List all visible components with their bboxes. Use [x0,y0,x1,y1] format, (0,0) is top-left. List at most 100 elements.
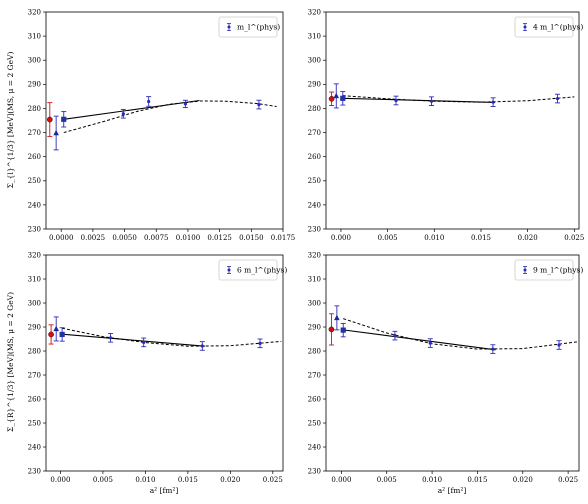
x-tick-label: 0.020 [518,234,538,242]
square-point [340,95,346,101]
x-axis-label-left: a² [fm²] [150,486,179,495]
y-tick-label: 260 [308,153,321,161]
chart-panel-4: 230 240 250 260 270 280 290 300 310 320 0.000 0.005… [308,251,584,484]
y-tick-label: 230 [308,225,321,233]
legend-box [514,259,574,281]
data-point [491,347,495,351]
y-tick-label: 260 [308,395,321,403]
data-point [491,100,495,104]
legend-marker [227,25,231,29]
y-tick-label: 250 [28,177,41,185]
legend: 4 m_l^(phys) [514,16,583,38]
legend-label: 9 m_l^(phys) [533,266,583,275]
y-tick-label: 280 [308,347,321,355]
data-point [183,102,188,106]
x-axis-label-right: a² [fm²] [438,486,467,495]
legend-label: 6 m_l^(phys) [237,266,287,275]
y-tick-label: 320 [28,251,41,259]
legend: 6 m_l^(phys) [218,259,287,281]
solid-fit-line [342,97,495,103]
x-tick-label: 0.010 [424,234,444,242]
y-axis-label-top: Σ_{l}^{1/3} [MeV](MS, μ = 2 GeV) [6,52,15,189]
data-point [257,102,261,107]
data-point [108,336,113,340]
y-tick-label: 250 [308,177,321,185]
legend-marker [523,268,527,272]
plot-frame [325,11,580,230]
x-tick-label: 0.020 [513,476,533,484]
y-tick-label: 300 [28,57,41,65]
y-tick-label: 310 [308,33,321,41]
data-point [393,334,397,338]
y-tick-label: 280 [28,347,41,355]
square-point [61,116,67,122]
legend: m_l^(phys) [218,16,280,38]
plot-area [328,305,578,354]
y-tick-label: 290 [308,81,321,89]
y-tick-label: 240 [308,201,321,209]
y-tick-label: 320 [28,8,41,16]
x-tick-label: 0.010 [422,476,442,484]
x-tick-label: 0.025 [564,234,584,242]
dashed-fit-line [343,318,578,350]
legend-box [218,259,278,281]
plot-frame [45,254,284,472]
continuum-point [46,116,53,123]
x-tick-label: 0.0075 [144,234,169,242]
dashed-fit-line [63,100,277,134]
chart-panel-2: 230 240 250 260 270 280 290 300 310 320 0.000 0.005… [308,8,585,242]
chart-panel-1: 230 240 250 260 270 280 290 300 310 320 0.0000 0.00… [28,8,296,242]
y-tick-label: 230 [28,467,41,475]
y-tick-label: 260 [28,153,41,161]
square-point [59,331,65,338]
y-tick-label: 290 [28,323,41,331]
x-tick-label: 0.000 [331,476,351,484]
y-tick-label: 240 [28,201,41,209]
y-tick-label: 270 [308,129,321,137]
x-tick-label: 0.005 [93,476,113,484]
plot-frame [45,11,284,230]
data-point [429,99,434,103]
y-tick-label: 250 [308,419,321,427]
triangle-point [53,325,59,332]
y-tick-label: 320 [308,8,321,16]
chart-panel-3: 230 240 250 260 270 280 290 300 310 320 0.000 0.005… [28,251,288,484]
triangle-point [333,92,340,99]
data-point [555,96,560,101]
y-tick-label: 250 [28,419,41,427]
x-tick-label: 0.0050 [112,234,137,242]
legend: 9 m_l^(phys) [514,259,583,281]
continuum-point [328,326,335,333]
x-tick-label: 0.000 [50,476,70,484]
y-tick-label: 240 [308,443,321,451]
data-point [394,98,398,103]
x-tick-label: 0.015 [178,476,198,484]
legend-marker [227,268,231,272]
data-point [428,341,432,345]
y-tick-label: 290 [308,323,321,331]
y-tick-label: 240 [28,443,41,451]
solid-fit-line [62,333,205,347]
legend-marker [523,25,527,29]
triangle-point [334,314,340,321]
y-tick-label: 310 [28,275,41,283]
solid-fit-line [343,329,496,351]
x-tick-label: 0.025 [558,476,578,484]
y-tick-label: 230 [308,467,321,475]
y-axis-label-bottom: Σ_{R}^{1/3} [MeV](MS, μ = 2 GeV) [6,292,15,432]
dashed-fit-line [62,327,282,347]
legend-label: m_l^(phys) [237,23,280,32]
data-point [142,340,146,344]
y-tick-label: 280 [28,105,41,113]
y-tick-label: 300 [308,299,321,307]
y-tick-label: 320 [308,251,321,259]
y-tick-label: 300 [28,299,41,307]
legend-box [218,16,278,38]
y-tick-label: 310 [308,275,321,283]
continuum-point [328,95,335,102]
x-tick-label: 0.015 [471,234,491,242]
plot-frame [325,254,580,472]
x-tick-label: 0.010 [135,476,155,484]
x-tick-label: 0.005 [377,476,397,484]
